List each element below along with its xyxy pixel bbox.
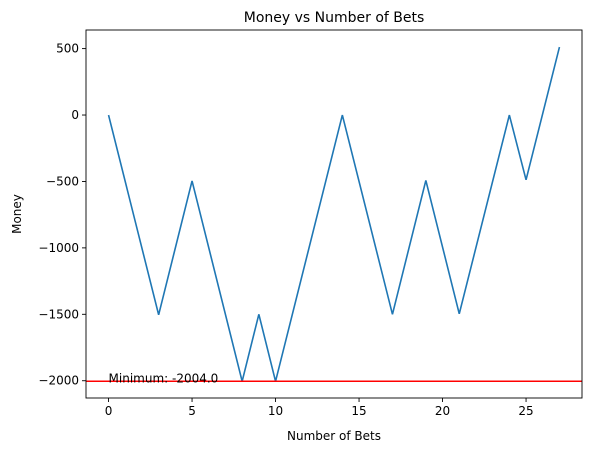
plot-frame — [85, 29, 583, 399]
y-tick-label: −2000 — [38, 374, 79, 388]
series-line-0 — [107, 46, 561, 382]
chart-title: Money vs Number of Bets — [244, 10, 425, 26]
x-axis-label: Number of Bets — [287, 429, 381, 443]
y-tick-label: 0 — [71, 108, 79, 122]
x-tick-label: 25 — [518, 404, 533, 418]
y-tick-label: −500 — [46, 174, 79, 188]
y-tick-label: 500 — [56, 42, 79, 56]
x-tick-label: 0 — [105, 404, 113, 418]
x-tick-label: 10 — [268, 404, 283, 418]
y-axis-ticks: 500 0 −500 −1000 −1500 −2000 — [38, 42, 86, 388]
x-tick-label: 15 — [351, 404, 366, 418]
x-tick-label: 20 — [435, 404, 450, 418]
minimum-annotation: Minimum: -2004.0 — [109, 371, 219, 385]
x-tick-label: 5 — [188, 404, 196, 418]
y-axis-label: Money — [10, 194, 24, 234]
y-tick-label: −1000 — [38, 241, 79, 255]
x-axis-ticks: 0 5 10 15 20 25 — [105, 398, 534, 418]
y-tick-label: −1500 — [38, 307, 79, 321]
plot-marks: Minimum: -2004.0 — [86, 46, 582, 385]
